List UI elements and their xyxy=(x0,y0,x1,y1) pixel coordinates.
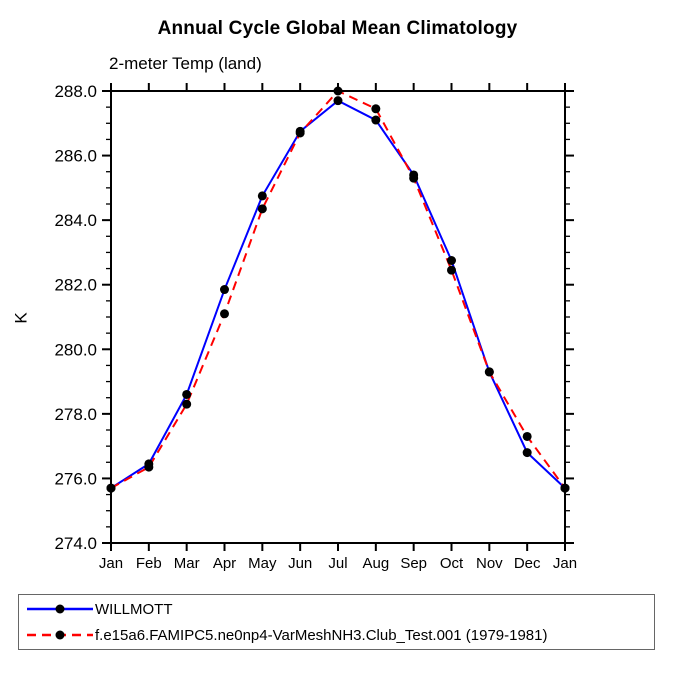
data-point-marker xyxy=(182,389,192,399)
data-point-marker xyxy=(144,462,154,472)
legend-sample-marker xyxy=(55,604,65,614)
x-tick-label: Oct xyxy=(440,555,464,572)
y-tick-label: 284.0 xyxy=(54,211,97,230)
x-tick-label: Jan xyxy=(99,555,123,572)
data-point-marker xyxy=(333,96,343,106)
legend-row-model: f.e15a6.FAMIPC5.ne0np4-VarMeshNH3.Club_T… xyxy=(25,623,654,647)
x-tick-label: Sep xyxy=(400,555,427,572)
x-tick-label: Jan xyxy=(553,555,577,572)
y-tick-label: 276.0 xyxy=(54,469,97,488)
data-point-marker xyxy=(182,399,192,409)
chart-title: Annual Cycle Global Mean Climatology xyxy=(157,18,518,39)
data-point-marker xyxy=(447,256,456,265)
y-tick-label: 286.0 xyxy=(54,147,97,166)
legend-box: WILLMOTT f.e15a6.FAMIPC5.ne0np4-VarMeshN… xyxy=(18,594,655,650)
y-tick-label: 288.0 xyxy=(54,82,97,101)
data-point-marker xyxy=(257,191,267,201)
legend-sample-willmott-line xyxy=(27,604,93,614)
legend-label-willmott: WILLMOTT xyxy=(95,600,173,618)
legend-row-willmott: WILLMOTT xyxy=(25,597,654,621)
data-point-marker xyxy=(484,367,494,377)
legend-sample-marker xyxy=(55,630,65,640)
data-point-marker xyxy=(220,285,229,295)
x-tick-label: Aug xyxy=(362,555,389,572)
data-point-marker xyxy=(522,448,532,458)
y-tick-label: 282.0 xyxy=(54,276,97,295)
chart-subtitle: 2-meter Temp (land) xyxy=(109,54,262,73)
x-tick-label: Jun xyxy=(288,555,312,572)
x-tick-label: Apr xyxy=(213,555,236,572)
data-point-marker xyxy=(522,431,532,441)
legend-sample-model-line xyxy=(27,630,93,640)
series-line-1 xyxy=(110,89,566,489)
x-tick-label: Mar xyxy=(174,555,200,572)
data-point-marker xyxy=(409,173,419,183)
data-point-marker xyxy=(560,483,570,493)
x-tick-label: May xyxy=(248,555,277,572)
x-tick-label: Feb xyxy=(136,555,162,572)
data-point-marker xyxy=(220,309,229,319)
data-point-marker xyxy=(295,128,305,138)
data-point-marker xyxy=(371,104,381,114)
plot-frame xyxy=(110,90,566,544)
legend-label-model: f.e15a6.FAMIPC5.ne0np4-VarMeshNH3.Club_T… xyxy=(95,626,548,644)
y-tick-label: 280.0 xyxy=(54,340,97,359)
x-tick-label: Dec xyxy=(514,555,541,572)
data-point-marker xyxy=(371,115,381,125)
y-tick-label: 274.0 xyxy=(54,534,97,553)
x-tick-label: Jul xyxy=(328,555,347,572)
data-point-marker xyxy=(447,265,456,275)
data-point-marker xyxy=(106,483,116,493)
series-line-0 xyxy=(110,99,566,489)
data-point-marker xyxy=(333,86,343,96)
y-tick-label: 278.0 xyxy=(54,405,97,424)
data-point-marker xyxy=(257,204,267,214)
x-tick-label: Nov xyxy=(476,555,503,572)
